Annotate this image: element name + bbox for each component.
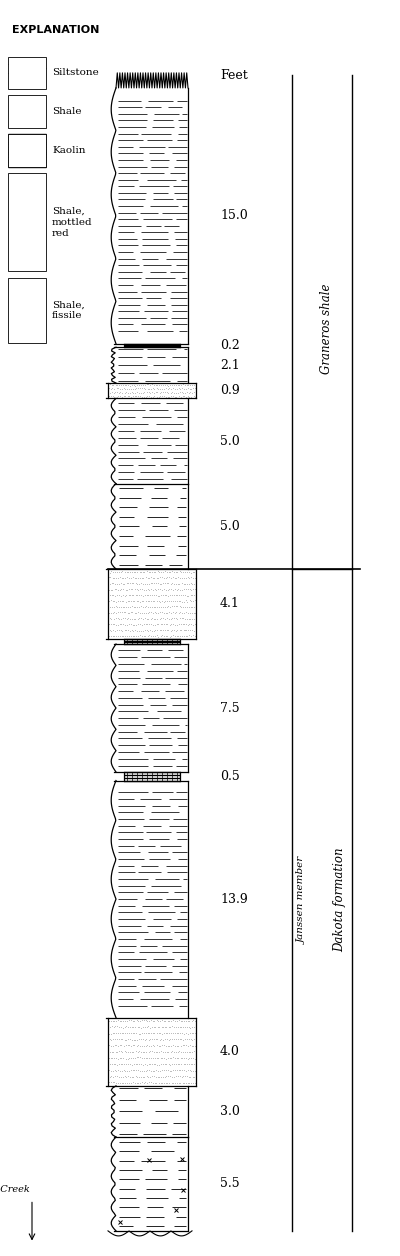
Text: 5.5: 5.5 [220,1177,240,1191]
Text: Kaolin: Kaolin [52,146,86,156]
Text: 0.2: 0.2 [220,339,240,352]
Bar [116,1086,188,1137]
Bar [124,639,180,644]
Text: 5.0: 5.0 [220,435,240,447]
Text: 7.5: 7.5 [220,702,240,715]
Bar [116,780,188,1017]
Text: ← Creek: ← Creek [0,1184,30,1194]
Text: 4.1: 4.1 [220,598,240,610]
Text: EXPLANATION: EXPLANATION [12,25,99,35]
Bar [8,57,46,89]
Text: 5.0: 5.0 [220,520,240,533]
Text: Feet: Feet [220,69,248,82]
Bar [116,1137,188,1231]
Bar [124,772,180,780]
Bar [8,134,46,167]
Bar [8,278,46,343]
Bar [116,347,188,383]
Bar [116,644,188,772]
Bar [116,484,188,569]
Bar [108,383,196,398]
Bar [124,344,180,347]
Text: Dakota formation: Dakota formation [334,848,346,952]
Text: 13.9: 13.9 [220,893,248,906]
Bar [8,95,46,128]
Text: Graneros shale: Graneros shale [320,283,332,374]
Text: Shale,
fissile: Shale, fissile [52,300,85,320]
Text: 2.1: 2.1 [220,359,240,372]
Bar [116,88,188,344]
Bar [108,569,196,639]
Bar [108,1017,196,1086]
Bar [116,398,188,484]
Text: 15.0: 15.0 [220,210,248,222]
Text: 0.9: 0.9 [220,384,240,397]
Text: Janssen member: Janssen member [298,857,306,943]
Text: 3.0: 3.0 [220,1105,240,1118]
Text: 4.0: 4.0 [220,1045,240,1059]
Text: Shale,
mottled
red: Shale, mottled red [52,207,93,237]
Text: Siltstone: Siltstone [52,68,99,78]
Bar [8,173,46,271]
Text: Shale: Shale [52,107,82,117]
Text: 0.5: 0.5 [220,770,240,782]
